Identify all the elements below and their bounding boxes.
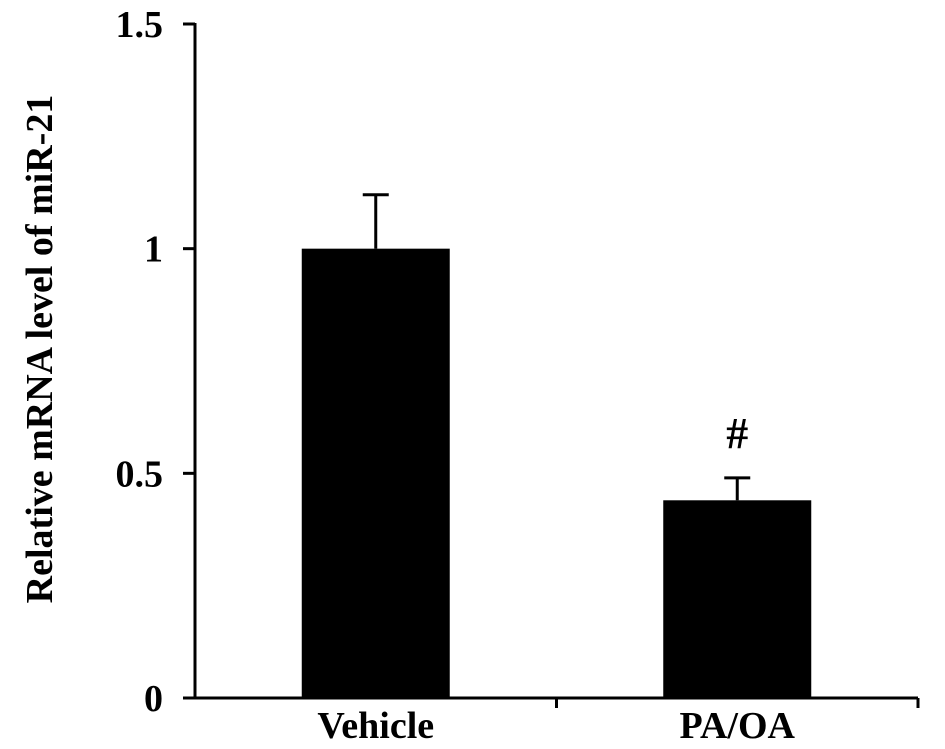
y-ticks: 0 0.5 1 1.5 bbox=[116, 4, 195, 720]
y-axis-label: Relative mRNA level of miR-21 bbox=[19, 95, 61, 604]
annotations: # bbox=[726, 409, 748, 458]
x-tick-label: PA/OA bbox=[680, 705, 796, 747]
y-tick-label: 1 bbox=[144, 229, 163, 271]
y-tick-label: 1.5 bbox=[116, 4, 164, 46]
x-tick-labels: Vehicle PA/OA bbox=[317, 705, 795, 747]
y-tick-label: 0 bbox=[144, 678, 163, 720]
bars bbox=[301, 248, 812, 698]
bar bbox=[663, 500, 812, 698]
error-bars bbox=[362, 193, 751, 501]
bar bbox=[301, 248, 450, 698]
x-ticks bbox=[555, 698, 920, 708]
y-tick-label: 0.5 bbox=[116, 453, 164, 495]
x-tick-label: Vehicle bbox=[317, 705, 434, 747]
significance-marker: # bbox=[726, 409, 748, 458]
